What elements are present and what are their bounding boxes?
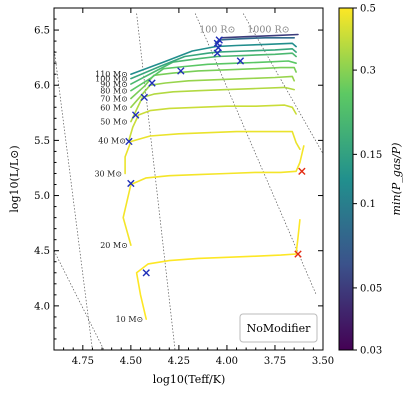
series-line [214, 37, 295, 45]
x-tick-label: 4.75 [72, 356, 94, 367]
series-label: 110 M⊙ [95, 70, 128, 79]
event-marker [142, 269, 150, 277]
radius-line-label: 100 R⊙ [199, 25, 235, 36]
series-label: 10 M⊙ [116, 315, 144, 324]
series-line [130, 52, 297, 85]
y-tick-label: 5.5 [34, 136, 50, 147]
series-line [128, 104, 297, 142]
series-label: 80 M⊙ [100, 87, 128, 96]
colorbar-gradient [338, 7, 354, 351]
series-line [124, 130, 301, 175]
series-label: 60 M⊙ [100, 103, 128, 112]
y-tick-label: 6.5 [34, 26, 50, 37]
x-tick-label: 4.50 [120, 356, 142, 367]
series-line [130, 48, 297, 80]
series-line [130, 60, 297, 92]
y-tick-label: 4.0 [34, 301, 50, 312]
series-line [130, 86, 295, 123]
event-marker [177, 67, 185, 75]
y-tick-label: 5.0 [34, 191, 50, 202]
event-marker [215, 36, 223, 44]
series-label: 40 M⊙ [98, 136, 126, 145]
series-label: 50 M⊙ [100, 118, 128, 127]
colorbar-tick-label: 0.1 [360, 199, 376, 210]
svg-text:NoModifier: NoModifier [247, 322, 312, 335]
series-label: 20 M⊙ [100, 241, 128, 250]
event-marker [236, 57, 245, 65]
x-tick-label: 4.00 [216, 356, 238, 367]
event-marker [148, 79, 156, 87]
colorbar-tick-label: 0.03 [360, 346, 382, 357]
event-marker [125, 137, 133, 146]
event-marker [298, 167, 306, 175]
event-marker [294, 250, 302, 258]
colorbar-label: min(P_gas/P) [390, 143, 403, 216]
series-line [135, 219, 301, 320]
colorbar: 0.5 0.3 0.15 0.1 0.05 0.03 min(P_gas/P) [338, 4, 403, 357]
series-label: 100 M⊙ [95, 75, 128, 84]
colorbar-tick-label: 0.3 [360, 66, 376, 77]
colorbar-tick-label: 0.15 [360, 150, 382, 161]
event-marker [131, 111, 140, 119]
series-label: 70 M⊙ [100, 94, 128, 103]
radius-line [54, 47, 93, 350]
y-tick-label: 6.0 [34, 81, 50, 92]
series-label: 30 M⊙ [94, 169, 122, 178]
y-tick-label: 4.5 [34, 246, 50, 257]
x-axis-label: log10(Teff/K) [153, 373, 226, 386]
radius-line [54, 250, 105, 350]
x-tick-label: 4.25 [168, 356, 190, 367]
series-line [130, 42, 297, 75]
series-line [122, 145, 305, 246]
event-marker [127, 179, 135, 188]
series-label: 90 M⊙ [100, 80, 128, 89]
radius-line-label: 1000 R⊙ [247, 25, 289, 36]
x-tick-label: 3.50 [312, 356, 334, 367]
colorbar-tick-label: 0.5 [360, 4, 376, 15]
y-axis-label: log10(L/L⊙) [8, 145, 21, 212]
colorbar-tick-label: 0.05 [360, 283, 382, 294]
event-marker [140, 93, 149, 102]
annotation-box: NoModifier [239, 313, 318, 343]
series-line [130, 75, 295, 109]
x-tick-label: 3.75 [264, 356, 286, 367]
event-marker [213, 49, 222, 57]
